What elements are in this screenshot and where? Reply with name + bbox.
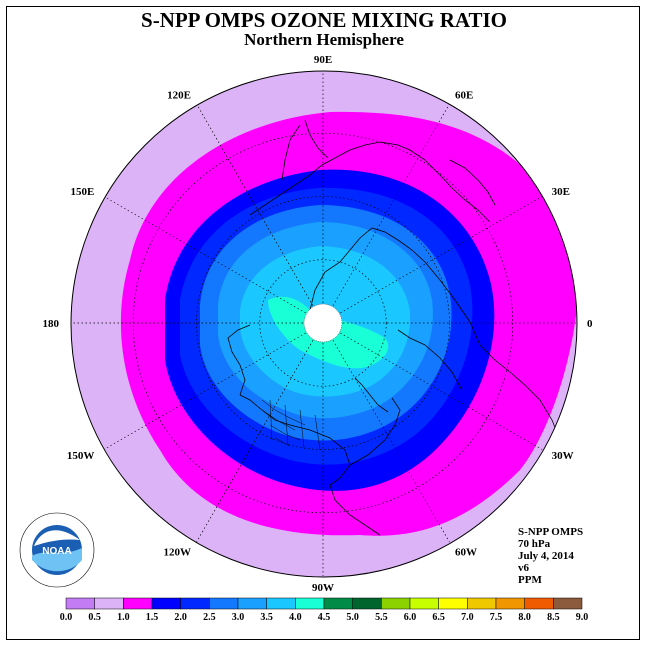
colorbar: 0.0 0.5 1.0 1.5 2.0 2.5 3.0 3.5 4.0 4.5 5.0 5.5 6.0 6…: [60, 597, 589, 623]
colorbar-swatch: [467, 597, 497, 610]
latitude-circle: [132, 132, 514, 514]
longitude-label: 180: [43, 318, 60, 330]
colorbar-swatch: [381, 597, 411, 610]
coastlines: [227, 119, 561, 536]
colorbar-tick-label: 2.5: [203, 612, 216, 623]
latitude-circle: [259, 259, 387, 387]
us-canada-grid: [261, 399, 321, 451]
colorbar-swatch: [65, 597, 95, 610]
longitude-labels: 90E 60E 30E 0 30W 60W 90W 120W 150W 180 150E 120E: [43, 54, 594, 594]
colorbar-swatch: [266, 597, 296, 610]
longitude-label: 30E: [552, 186, 570, 198]
info-block: S-NPP OMPS 70 hPa July 4, 2014 v6 PPM: [518, 526, 583, 586]
colorbar-tick-label: 5.0: [346, 612, 359, 623]
colorbar-tick-label: 7.5: [490, 612, 503, 623]
colorbar-tick-label: 1.5: [146, 612, 159, 623]
longitude-label: 0: [587, 318, 593, 330]
longitude-label: 60E: [455, 89, 473, 101]
pole-hole: [303, 303, 343, 343]
colorbar-swatch: [295, 597, 325, 610]
colorbar-swatch: [438, 597, 468, 610]
colorbar-tick-label: 8.0: [518, 612, 531, 623]
colorbar-tick-label: 7.0: [461, 612, 474, 623]
info-date: July 4, 2014: [518, 550, 574, 562]
colorbar-swatch: [123, 597, 153, 610]
colorbar-swatch: [553, 597, 583, 610]
map-title: S-NPP OMPS OZONE MIXING RATIO: [141, 8, 507, 32]
graticule: [71, 71, 576, 576]
colorbar-swatch: [237, 597, 267, 610]
info-units: PPM: [518, 574, 542, 586]
latitude-circle: [196, 196, 450, 450]
colorbar-swatch: [495, 597, 525, 610]
longitude-label: 90E: [314, 54, 332, 66]
figure-frame: [6, 6, 640, 640]
info-pressure: 70 hPa: [518, 538, 551, 550]
map-subtitle: Northern Hemisphere: [244, 30, 404, 49]
colorbar-tick-label: 0.0: [60, 612, 73, 623]
info-version: v6: [518, 562, 529, 574]
colorbar-tick-label: 0.5: [88, 612, 101, 623]
colorbar-tick-label: 3.0: [232, 612, 245, 623]
colorbar-tick-label: 8.5: [547, 612, 560, 623]
colorbar-tick-label: 3.5: [260, 612, 273, 623]
colorbar-swatch: [151, 597, 181, 610]
colorbar-swatch: [94, 597, 124, 610]
logo-text: NOAA: [42, 546, 71, 557]
longitude-label: 120W: [164, 547, 192, 559]
colorbar-swatch: [323, 597, 353, 610]
noaa-logo-icon: NOAA: [19, 512, 95, 588]
longitude-label: 60W: [455, 547, 477, 559]
info-instrument: S-NPP OMPS: [518, 526, 584, 538]
colorbar-tick-label: 1.0: [117, 612, 130, 623]
longitude-label: 150E: [71, 186, 95, 198]
colorbar-swatch: [409, 597, 439, 610]
colorbar-swatch: [180, 597, 210, 610]
colorbar-tick-label: 4.5: [318, 612, 331, 623]
longitude-label: 150W: [67, 450, 95, 462]
colorbar-tick-label: 9.0: [576, 612, 589, 623]
colorbar-swatch: [352, 597, 382, 610]
colorbar-tick-label: 6.5: [432, 612, 445, 623]
colorbar-tick-label: 4.0: [289, 612, 302, 623]
longitude-label: 90W: [312, 582, 334, 594]
colorbar-tick-label: 2.0: [174, 612, 187, 623]
colorbar-tick-label: 5.5: [375, 612, 388, 623]
map-border: [70, 70, 578, 578]
colorbar-swatch: [524, 597, 554, 610]
longitude-label: 120E: [167, 89, 191, 101]
longitude-label: 30W: [552, 450, 574, 462]
colorbar-swatch: [209, 597, 239, 610]
colorbar-tick-label: 6.0: [404, 612, 417, 623]
